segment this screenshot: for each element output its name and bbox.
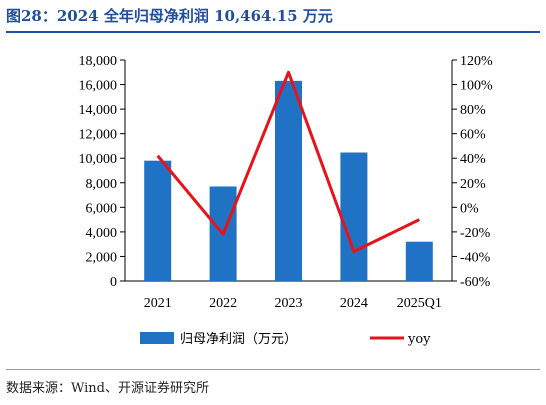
- right-tick-label: 20%: [460, 177, 486, 192]
- source-note: 数据来源：Wind、开源证券研究所: [6, 381, 209, 396]
- right-y-axis: -60% -40% -20% 0% 20% 40% 60% 80% 100% 120%: [451, 54, 493, 290]
- right-tick-label: 40%: [460, 152, 486, 167]
- left-tick-label: 14,000: [79, 103, 118, 118]
- bar-2024: [340, 152, 368, 281]
- legend-bar-swatch: [140, 332, 174, 344]
- bar-2025Q1: [405, 241, 433, 281]
- combo-chart: 0 2,000 4,000 6,000 8,000 10,000 12,000 14,000 1…: [79, 54, 494, 347]
- figure-title: 图28：2024 全年归母净利润 10,464.15 万元: [6, 7, 333, 25]
- right-tick-label: 60%: [460, 128, 486, 143]
- left-y-axis: 0 2,000 4,000 6,000 8,000 10,000 12,000 14,000 1…: [79, 54, 126, 290]
- right-tick-label: 80%: [460, 103, 486, 118]
- left-tick-label: 6,000: [86, 201, 118, 216]
- x-tick-label: 2022: [209, 296, 237, 311]
- title-underline: [6, 31, 540, 33]
- left-tick-label: 4,000: [86, 226, 118, 241]
- right-tick-label: -40%: [460, 250, 491, 265]
- right-tick-label: 0%: [460, 201, 479, 216]
- x-tick-label: 2024: [340, 296, 368, 311]
- right-tick-label: 120%: [460, 54, 493, 69]
- right-tick-label: -20%: [460, 226, 491, 241]
- legend-bar-label: 归母净利润（万元）: [180, 332, 297, 347]
- left-tick-label: 10,000: [79, 152, 118, 167]
- right-tick-label: 100%: [460, 79, 493, 94]
- left-tick-label: 2,000: [86, 250, 118, 265]
- x-axis: 2021 2022 2023 2024 2025Q1: [125, 280, 452, 311]
- left-tick-label: 18,000: [79, 54, 118, 69]
- legend-line-label: yoy: [407, 332, 431, 347]
- x-tick-label: 2025Q1: [397, 296, 442, 311]
- bar-series: [144, 80, 433, 281]
- source-divider: [6, 369, 540, 370]
- x-tick-label: 2021: [144, 296, 172, 311]
- x-tick-label: 2023: [275, 296, 303, 311]
- left-tick-label: 16,000: [79, 79, 118, 94]
- right-tick-label: -60%: [460, 275, 491, 290]
- legend: 归母净利润（万元） yoy: [140, 332, 431, 347]
- left-tick-label: 8,000: [86, 177, 118, 192]
- bar-2023: [275, 80, 302, 281]
- left-tick-label: 0: [110, 275, 117, 290]
- line-series: [156, 70, 420, 254]
- left-tick-label: 12,000: [79, 128, 118, 143]
- bar-2021: [144, 160, 172, 281]
